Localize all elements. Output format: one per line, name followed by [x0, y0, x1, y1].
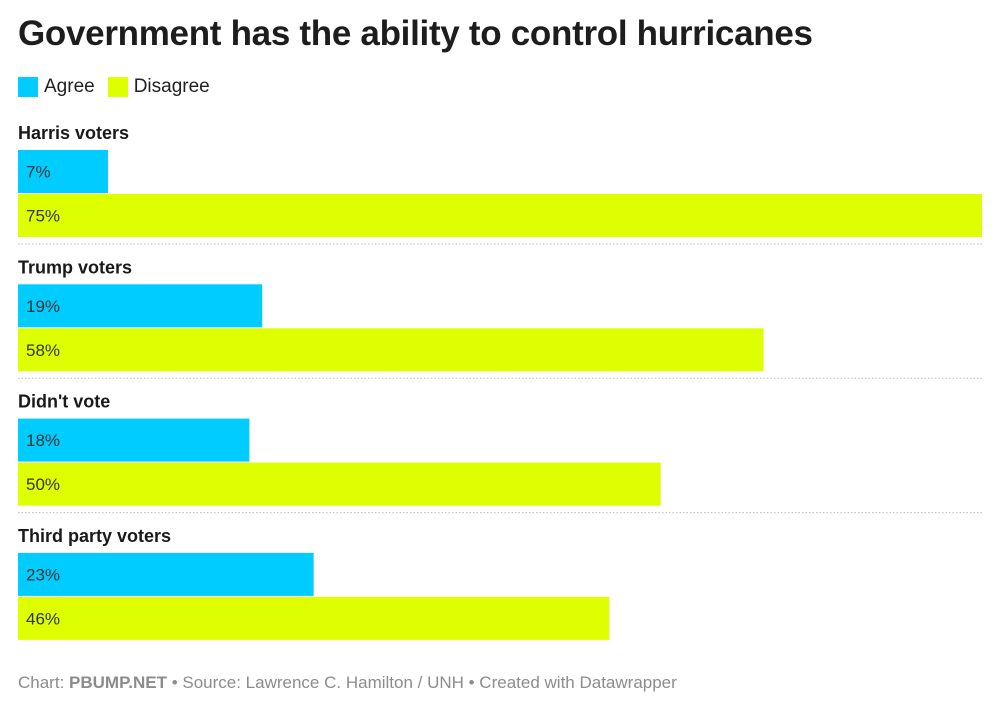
- chart-footer: Chart: PBUMP.NET • Source: Lawrence C. H…: [18, 673, 677, 693]
- data-label-trump-voters-agree: 19%: [26, 297, 60, 316]
- data-label-didn-t-vote-agree: 18%: [26, 431, 60, 450]
- bar-third-party-voters-agree: [18, 552, 314, 596]
- data-label-harris-voters-agree: 7%: [26, 163, 51, 182]
- data-label-third-party-voters-agree: 23%: [26, 565, 60, 584]
- category-label-harris-voters: Harris voters: [18, 123, 129, 143]
- legend-label-agree: Agree: [44, 76, 95, 97]
- legend-item-agree: Agree: [18, 76, 95, 98]
- bar-didn-t-vote-disagree: [18, 462, 661, 506]
- legend: Agree Disagree: [18, 76, 223, 98]
- footer-prefix: Chart:: [18, 673, 70, 692]
- legend-swatch-agree: [18, 77, 38, 97]
- legend-item-disagree: Disagree: [107, 76, 210, 98]
- data-label-didn-t-vote-disagree: 50%: [26, 475, 60, 494]
- footer-source: • Source: Lawrence C. Hamilton / UNH • C…: [166, 673, 677, 692]
- category-label-trump-voters: Trump voters: [18, 257, 132, 277]
- category-label-third-party-voters: Third party voters: [18, 526, 171, 546]
- bar-third-party-voters-disagree: [18, 596, 610, 640]
- footer-brand: PBUMP.NET: [69, 673, 167, 692]
- bar-harris-voters-disagree: [18, 194, 982, 237]
- bar-harris-voters-agree: [18, 150, 108, 193]
- bar-trump-voters-agree: [18, 284, 263, 328]
- data-label-third-party-voters-disagree: 46%: [26, 609, 60, 628]
- bar-trump-voters-disagree: [18, 328, 764, 372]
- chart-title: Government has the ability to control hu…: [18, 14, 813, 53]
- category-label-didn-t-vote: Didn't vote: [18, 392, 110, 412]
- legend-label-disagree: Disagree: [133, 76, 210, 97]
- data-label-trump-voters-disagree: 58%: [26, 341, 60, 360]
- bar-didn-t-vote-agree: [18, 418, 250, 462]
- legend-swatch-disagree: [107, 77, 128, 97]
- data-label-harris-voters-disagree: 75%: [26, 207, 60, 226]
